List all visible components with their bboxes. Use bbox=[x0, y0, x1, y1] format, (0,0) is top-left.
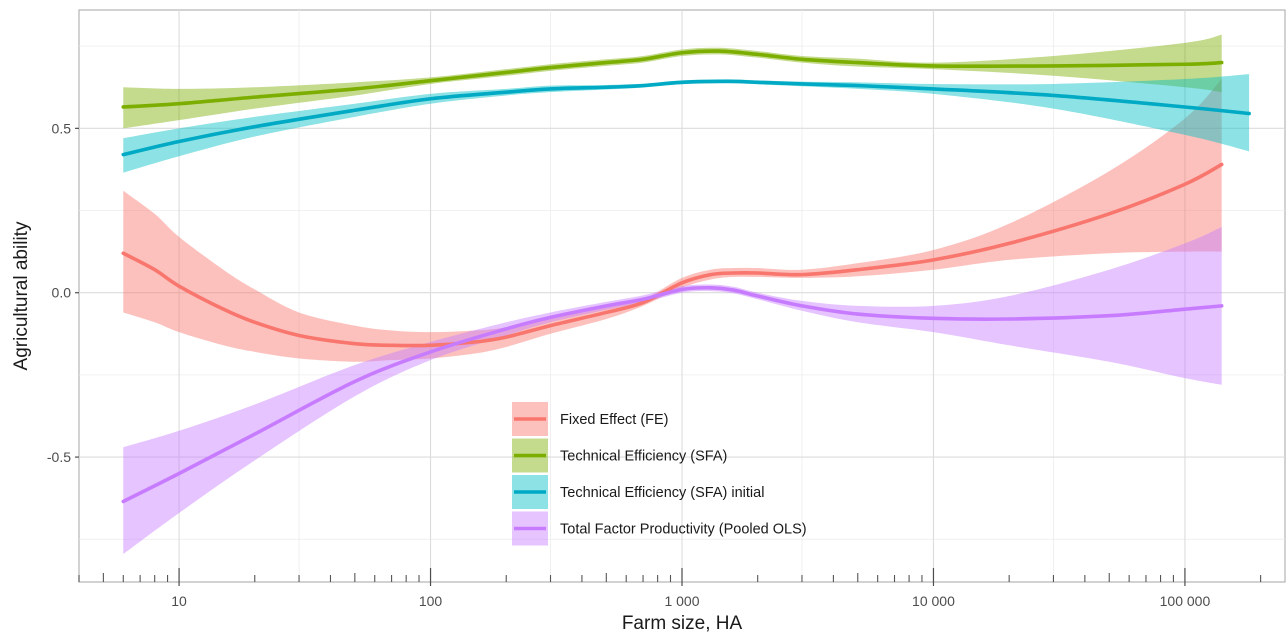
x-axis-title: Farm size, HA bbox=[622, 613, 743, 634]
confidence-band-4 bbox=[123, 226, 1222, 555]
series-line-1 bbox=[121, 162, 1224, 348]
x-tick-label: 1 000 bbox=[664, 593, 699, 609]
legend-label-4: Total Factor Productivity (Pooled OLS) bbox=[560, 522, 807, 538]
legend: Fixed Effect (FE) Technical Efficiency (S… bbox=[512, 402, 807, 546]
series-lines bbox=[121, 49, 1251, 504]
series-line-3 bbox=[121, 79, 1251, 157]
y-axis-title: Agricultural ability bbox=[11, 221, 32, 370]
y-tick-label: 0.0 bbox=[52, 285, 72, 301]
series-line-2 bbox=[121, 49, 1224, 109]
x-tick-label: 10 000 bbox=[912, 593, 955, 609]
series-line-4 bbox=[121, 285, 1224, 504]
y-axis-ticks: -0.5 0.0 0.5 bbox=[47, 120, 79, 465]
x-axis-ticks: 10 100 1 000 10 000 100 000 bbox=[171, 568, 1210, 609]
confidence-band-3 bbox=[123, 74, 1250, 173]
x-tick-label: 10 bbox=[171, 593, 187, 609]
legend-label-3: Technical Efficiency (SFA) initial bbox=[560, 485, 764, 501]
y-tick-label: -0.5 bbox=[47, 449, 71, 465]
legend-label-1: Fixed Effect (FE) bbox=[560, 412, 669, 428]
legend-label-2: Technical Efficiency (SFA) bbox=[560, 449, 727, 465]
x-tick-label: 100 000 bbox=[1160, 593, 1211, 609]
y-tick-label: 0.5 bbox=[52, 120, 72, 136]
x-tick-label: 100 bbox=[419, 593, 443, 609]
confidence-band-1 bbox=[123, 79, 1222, 362]
x-axis-rug-ticks bbox=[78, 573, 1262, 582]
